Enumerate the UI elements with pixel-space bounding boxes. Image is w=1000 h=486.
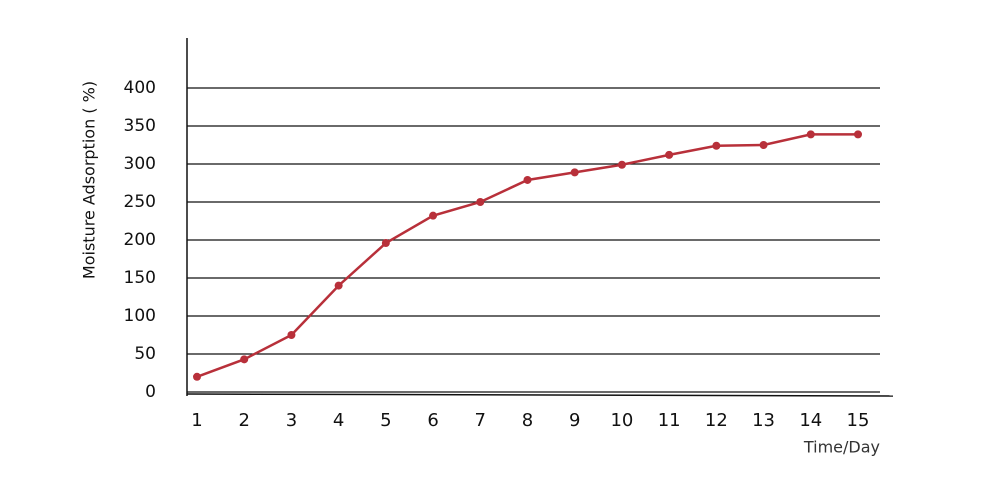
x-tick-label: 5: [380, 410, 391, 431]
data-point: [570, 168, 579, 177]
y-tick-label: 100: [124, 306, 156, 326]
x-tick-label: 2: [238, 410, 249, 431]
x-tick-label: 9: [569, 410, 580, 431]
x-tick-label: 1: [191, 410, 202, 431]
x-tick-label: 10: [610, 410, 633, 431]
data-point: [665, 150, 674, 159]
x-tick-label: 14: [799, 410, 822, 431]
data-point: [806, 130, 815, 139]
y-tick-label: 0: [145, 382, 156, 402]
x-axis: [186, 393, 894, 397]
y-tick-label: 200: [124, 230, 156, 250]
data-point: [381, 239, 390, 248]
y-tick-label: 150: [124, 268, 156, 288]
data-point: [476, 198, 485, 206]
data-point: [240, 355, 249, 364]
data-point: [429, 211, 438, 220]
data-point: [712, 141, 721, 150]
data-point: [287, 331, 296, 339]
data-line: [196, 133, 858, 378]
x-tick-label: 7: [475, 410, 486, 431]
data-point: [759, 141, 768, 149]
x-tick-label: 13: [752, 410, 775, 431]
x-tick-label: 15: [847, 410, 870, 431]
y-tick-label: 250: [124, 192, 156, 212]
x-tick-label: 4: [333, 410, 344, 431]
y-tick-label: 400: [124, 78, 156, 98]
x-tick-label: 3: [286, 410, 297, 431]
data-point: [523, 175, 532, 184]
x-tick-label: 12: [705, 410, 728, 431]
y-axis-label: Moisture Adsorption ( %): [80, 81, 99, 279]
x-tick-label: 11: [658, 410, 681, 431]
y-tick-label: 350: [124, 116, 156, 136]
x-tick-label: 8: [522, 410, 533, 431]
y-tick-label: 50: [134, 344, 156, 364]
x-axis-label: Time/Day: [803, 438, 880, 457]
data-point: [193, 372, 201, 381]
data-point: [617, 160, 626, 169]
data-point: [334, 281, 343, 290]
data-point: [854, 130, 862, 139]
x-tick-label: 6: [427, 410, 438, 431]
y-tick-label: 300: [124, 154, 156, 174]
